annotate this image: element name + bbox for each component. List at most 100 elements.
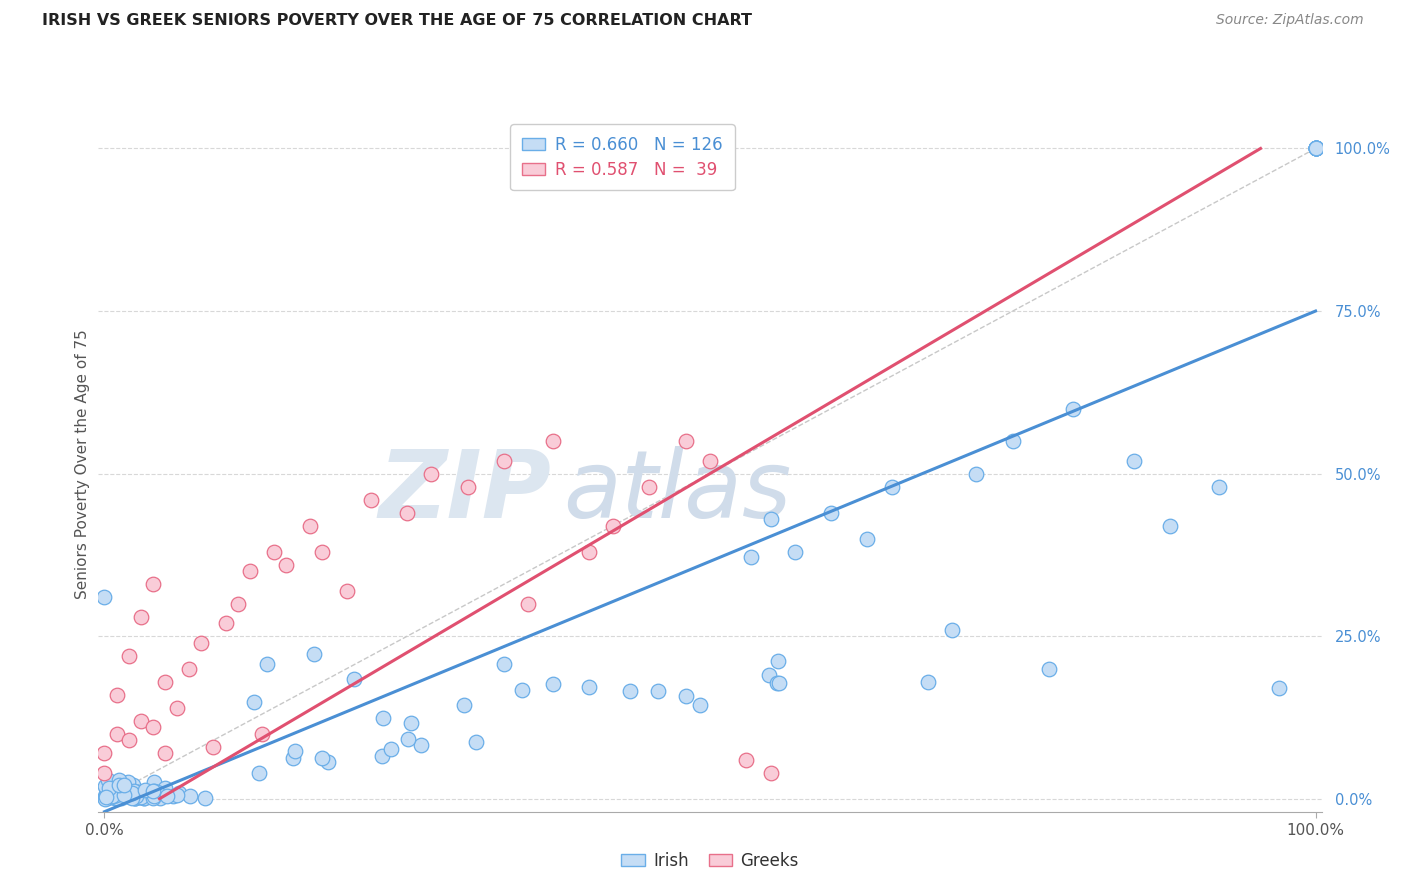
Point — [370, 749, 392, 764]
Point — [94, 779, 117, 793]
Point — [768, 676, 790, 690]
Point — [239, 564, 262, 578]
Point — [129, 789, 152, 804]
Point — [111, 789, 134, 804]
Point — [541, 434, 564, 448]
Point — [619, 684, 641, 698]
Point — [101, 790, 124, 805]
Point — [122, 778, 145, 792]
Point — [104, 779, 127, 793]
Point — [766, 676, 789, 690]
Point — [735, 753, 758, 767]
Point — [242, 695, 264, 709]
Point — [917, 674, 939, 689]
Point — [94, 791, 117, 805]
Point — [1305, 141, 1327, 155]
Point — [143, 789, 166, 803]
Point — [284, 744, 307, 758]
Point — [141, 785, 163, 799]
Point — [1305, 141, 1327, 155]
Point — [100, 784, 122, 798]
Point — [108, 786, 131, 800]
Point — [820, 506, 842, 520]
Point — [97, 773, 120, 788]
Point — [689, 698, 711, 713]
Point — [941, 623, 963, 637]
Point — [1305, 141, 1327, 155]
Point — [966, 467, 988, 481]
Point — [543, 677, 565, 691]
Point — [675, 434, 697, 448]
Point — [117, 789, 139, 804]
Point — [107, 786, 129, 800]
Point — [93, 590, 115, 604]
Point — [107, 772, 129, 787]
Point — [1038, 662, 1060, 676]
Point — [318, 755, 340, 769]
Point — [226, 597, 249, 611]
Point — [110, 787, 132, 801]
Point — [93, 789, 115, 804]
Point — [1305, 141, 1327, 155]
Point — [122, 784, 145, 798]
Point — [578, 544, 600, 558]
Point — [96, 791, 118, 805]
Point — [124, 791, 146, 805]
Text: IRISH VS GREEK SENIORS POVERTY OVER THE AGE OF 75 CORRELATION CHART: IRISH VS GREEK SENIORS POVERTY OVER THE … — [42, 13, 752, 29]
Point — [105, 727, 128, 741]
Point — [129, 609, 152, 624]
Point — [134, 783, 156, 797]
Point — [602, 518, 624, 533]
Point — [142, 720, 165, 734]
Point — [517, 597, 540, 611]
Point — [360, 492, 382, 507]
Point — [1305, 141, 1327, 155]
Point — [120, 789, 142, 804]
Point — [107, 789, 129, 804]
Point — [166, 788, 188, 802]
Point — [740, 550, 762, 565]
Point — [1062, 401, 1084, 416]
Point — [98, 781, 121, 796]
Point — [1305, 141, 1327, 155]
Point — [121, 791, 143, 805]
Point — [100, 781, 122, 796]
Point — [380, 742, 402, 756]
Point — [675, 690, 697, 704]
Point — [492, 657, 515, 671]
Point — [145, 784, 167, 798]
Point — [104, 789, 127, 803]
Point — [371, 711, 394, 725]
Point — [256, 657, 278, 672]
Point — [1305, 141, 1327, 155]
Point — [856, 532, 879, 546]
Point — [250, 727, 273, 741]
Point — [1305, 141, 1327, 155]
Point — [142, 783, 165, 797]
Point — [101, 789, 124, 803]
Point — [124, 791, 146, 805]
Point — [94, 791, 117, 805]
Y-axis label: Seniors Poverty Over the Age of 75: Seniors Poverty Over the Age of 75 — [75, 329, 90, 599]
Point — [94, 790, 117, 805]
Point — [302, 648, 325, 662]
Point — [1305, 141, 1327, 155]
Point — [758, 667, 780, 681]
Point — [214, 616, 236, 631]
Point — [153, 674, 176, 689]
Point — [1159, 518, 1181, 533]
Point — [638, 480, 661, 494]
Point — [202, 739, 225, 754]
Point — [759, 512, 782, 526]
Point — [409, 738, 432, 752]
Point — [1305, 141, 1327, 155]
Point — [96, 787, 118, 801]
Point — [494, 453, 516, 467]
Point — [759, 765, 782, 780]
Point — [578, 680, 600, 694]
Point — [110, 789, 132, 804]
Point — [125, 789, 148, 804]
Point — [396, 506, 419, 520]
Point — [97, 787, 120, 801]
Point — [124, 786, 146, 800]
